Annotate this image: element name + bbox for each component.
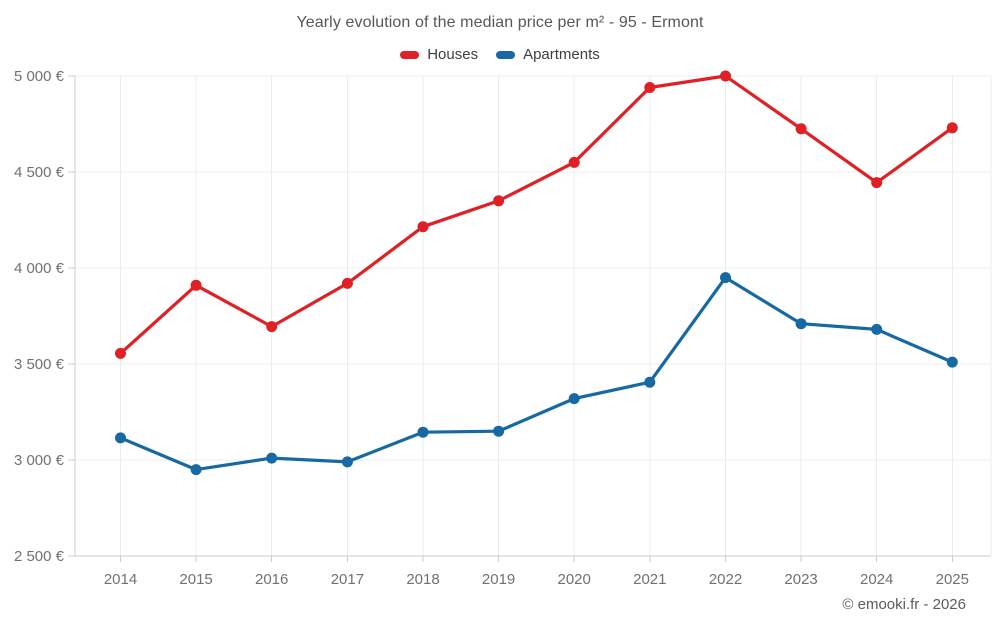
svg-text:2014: 2014: [104, 571, 137, 588]
svg-text:2022: 2022: [709, 571, 742, 588]
svg-text:2 500 €: 2 500 €: [14, 548, 65, 565]
chart-legend: Houses Apartments: [0, 46, 1000, 63]
svg-text:2017: 2017: [331, 571, 364, 588]
svg-text:2020: 2020: [558, 571, 591, 588]
svg-text:2019: 2019: [482, 571, 515, 588]
copyright-watermark: © emooki.fr - 2026: [842, 596, 966, 613]
svg-text:2023: 2023: [784, 571, 817, 588]
svg-text:3 000 €: 3 000 €: [14, 452, 65, 469]
svg-text:2025: 2025: [936, 571, 969, 588]
legend-item-houses[interactable]: Houses: [400, 46, 478, 63]
legend-label-houses: Houses: [427, 46, 479, 63]
svg-text:4 500 €: 4 500 €: [14, 164, 65, 181]
svg-text:5 000 €: 5 000 €: [14, 68, 65, 85]
legend-label-apartments: Apartments: [523, 46, 600, 63]
svg-text:2016: 2016: [255, 571, 288, 588]
svg-text:2015: 2015: [179, 571, 212, 588]
svg-text:3 500 €: 3 500 €: [14, 356, 65, 373]
svg-text:2018: 2018: [406, 571, 439, 588]
legend-item-apartments[interactable]: Apartments: [496, 46, 600, 63]
svg-text:2024: 2024: [860, 571, 893, 588]
svg-text:4 000 €: 4 000 €: [14, 260, 65, 277]
chart-title: Yearly evolution of the median price per…: [296, 14, 704, 31]
svg-text:2021: 2021: [633, 571, 666, 588]
apartments-series-swatch-icon: [496, 50, 516, 59]
houses-series-swatch-icon: [400, 50, 420, 59]
